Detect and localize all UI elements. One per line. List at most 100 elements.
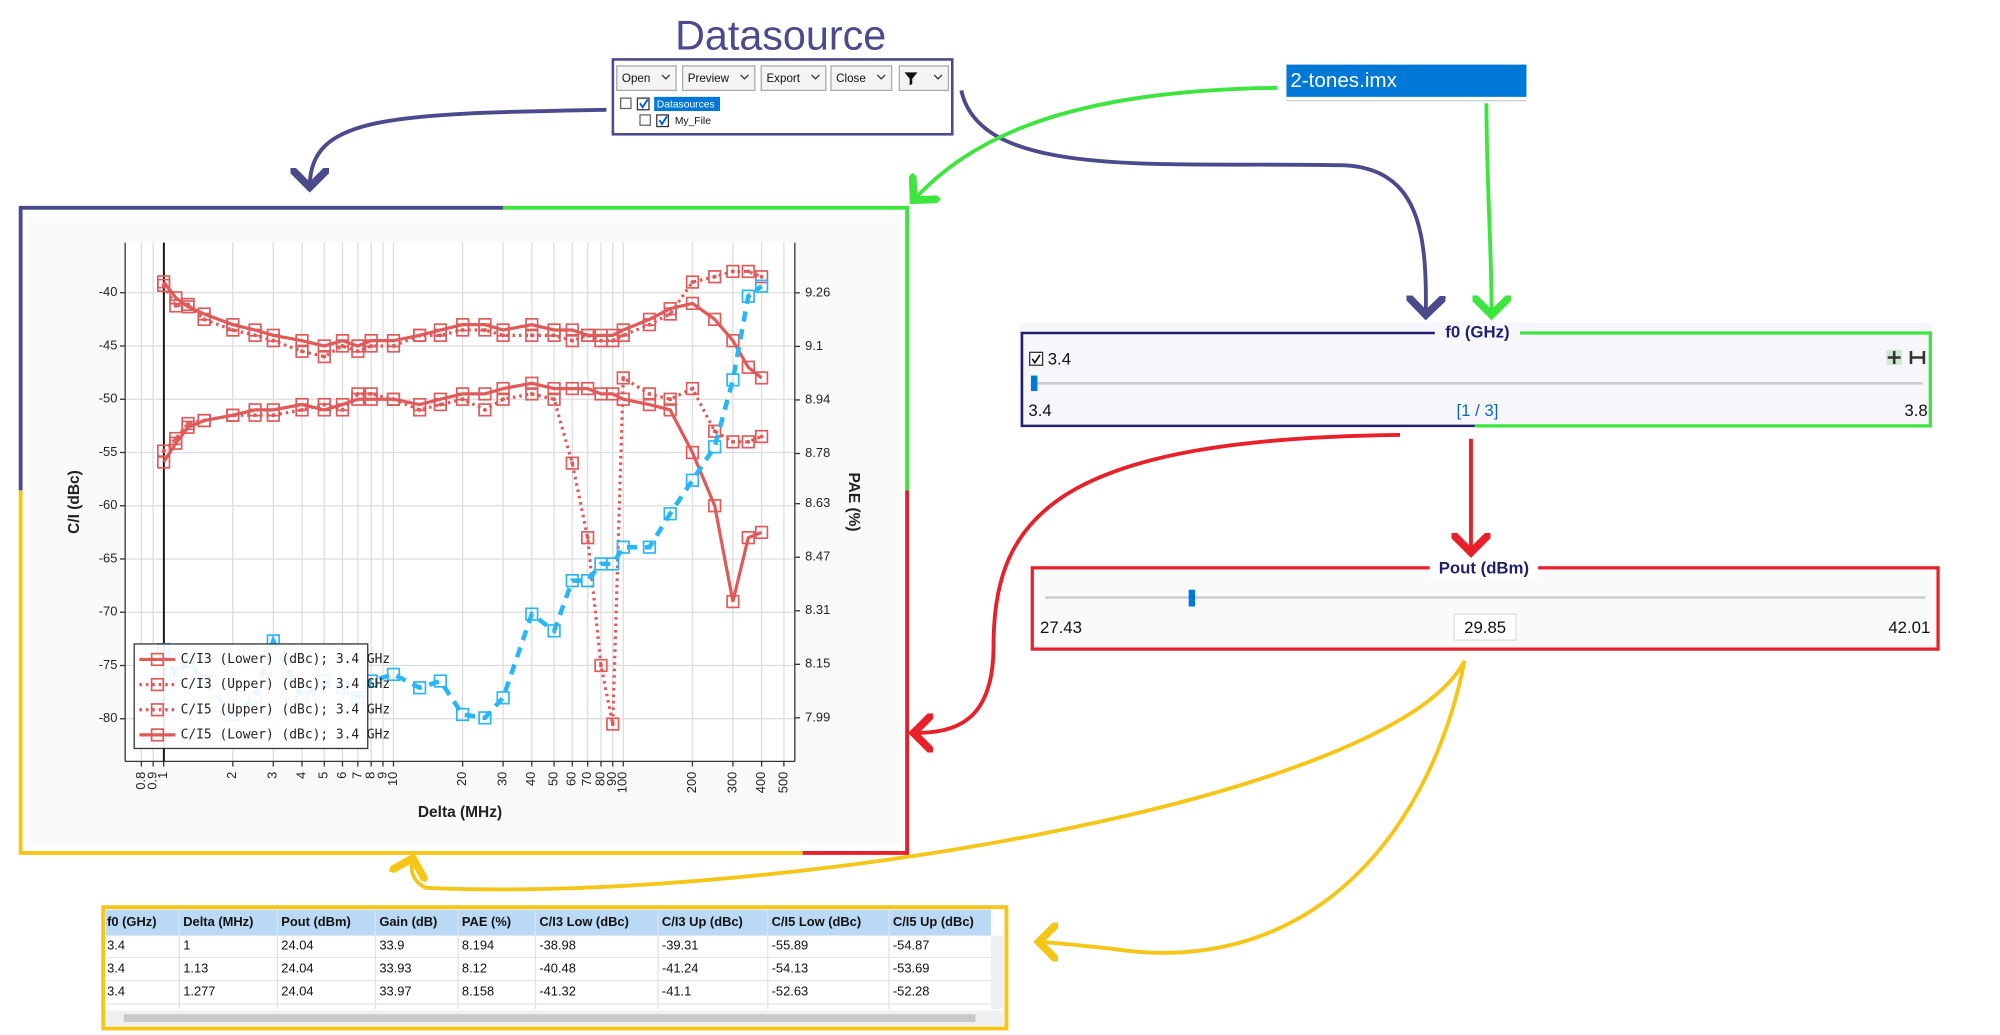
y-tick-label: -55: [99, 444, 118, 459]
tree-item[interactable]: Datasources: [657, 99, 715, 110]
x-tick-label: 500: [775, 772, 790, 794]
point-dot: [552, 333, 557, 338]
point: [157, 278, 171, 293]
filter-button[interactable]: [898, 65, 950, 92]
point: [266, 334, 280, 348]
point-dot: [712, 429, 717, 434]
column-header[interactable]: C/I5 Up (dBc): [893, 914, 974, 929]
point: [335, 397, 350, 412]
x-tick-label: 100: [615, 772, 630, 794]
scroll-thumb[interactable]: [123, 1014, 976, 1023]
point: [616, 392, 630, 406]
slider-handle[interactable]: [1188, 589, 1196, 607]
point-dot: [585, 535, 590, 540]
point-dot: [271, 338, 276, 343]
point: [295, 397, 309, 412]
point: [547, 624, 561, 638]
arrow: [310, 107, 607, 187]
point: [642, 318, 657, 332]
border: [802, 490, 910, 855]
x-tick-label: 50: [545, 772, 560, 786]
cell: 1: [183, 937, 190, 952]
column-header[interactable]: Delta (MHz): [183, 914, 253, 929]
x-tick-label: 90: [604, 772, 619, 786]
point: [726, 594, 740, 609]
x-tick-label: 400: [753, 772, 768, 794]
border: [18, 205, 504, 491]
tree-item[interactable]: My_File: [675, 116, 711, 127]
point-dot: [355, 349, 360, 354]
max-label: 42.01: [1888, 618, 1930, 637]
cell: -41.1: [662, 984, 691, 999]
column-header[interactable]: Pout (dBm): [281, 914, 350, 929]
column-header[interactable]: C/I3 Up (dBc): [662, 914, 743, 929]
dropdown-icon: [876, 74, 886, 80]
y2-tick-label: 8.63: [805, 495, 830, 510]
point-dot: [369, 344, 374, 348]
point-dot: [230, 328, 235, 332]
column-header[interactable]: C/I3 Low (dBc): [539, 914, 629, 929]
checkbox[interactable]: [656, 114, 670, 128]
point: [581, 381, 595, 396]
cell: 24.04: [281, 961, 313, 976]
checkbox[interactable]: [636, 97, 650, 111]
point: [754, 279, 769, 293]
point-dot: [161, 283, 166, 288]
slider-handle[interactable]: [1030, 375, 1038, 392]
point: [351, 392, 365, 406]
border: [503, 205, 910, 491]
table-header: [105, 909, 991, 936]
x-tick-label: 0.8: [133, 772, 148, 790]
cell: -54.87: [893, 937, 930, 952]
point: [412, 681, 427, 695]
expander[interactable]: [620, 97, 632, 110]
checkbox-label: 3.4: [1048, 350, 1071, 369]
point: [433, 392, 448, 406]
x-tick-label: 200: [684, 772, 699, 794]
point: [317, 403, 331, 417]
x-tick-label: 70: [579, 772, 594, 786]
point: [386, 339, 401, 353]
point: [754, 270, 769, 284]
point: [364, 339, 378, 353]
point: [741, 289, 755, 303]
y-tick-label: -65: [99, 550, 118, 565]
point-dot: [585, 333, 590, 338]
column-header[interactable]: Gain (dB): [379, 914, 437, 929]
file-item[interactable]: [1286, 64, 1527, 97]
x-tick-label: 300: [724, 772, 739, 794]
point: [685, 381, 700, 396]
max-label: 3.8: [1904, 401, 1927, 420]
cell: -54.13: [772, 961, 809, 976]
filter-icon: [904, 72, 918, 86]
cell: 1.277: [183, 984, 215, 999]
y-tick-label: -45: [99, 337, 118, 352]
y2-tick-label: 9.26: [805, 284, 830, 299]
point: [386, 392, 401, 406]
v-scrollbar[interactable]: [990, 935, 1004, 1010]
checkbox[interactable]: [1029, 351, 1044, 366]
column-header[interactable]: C/I5 Low (dBc): [772, 914, 862, 929]
point: [685, 445, 700, 460]
point: [496, 691, 510, 705]
toolbar-button[interactable]: [681, 65, 756, 92]
y-tick-label: -80: [99, 710, 118, 725]
column-header[interactable]: PAE (%): [462, 914, 511, 929]
dropdown-icon: [740, 74, 749, 80]
point: [754, 429, 769, 444]
expander[interactable]: [639, 114, 651, 126]
point: [335, 339, 350, 353]
y-tick-label: -75: [99, 657, 118, 672]
value-box[interactable]: [1453, 613, 1517, 641]
min-label: 3.4: [1028, 401, 1051, 420]
cell: 3.4: [107, 937, 125, 952]
border: [1474, 331, 1932, 428]
point: [181, 297, 195, 312]
point: [478, 323, 492, 337]
point: [616, 328, 630, 342]
point-dot: [668, 312, 673, 316]
legend-marker: [150, 703, 165, 717]
column-header[interactable]: f0 (GHz): [107, 914, 156, 929]
point: [741, 435, 755, 449]
point: [581, 531, 595, 545]
